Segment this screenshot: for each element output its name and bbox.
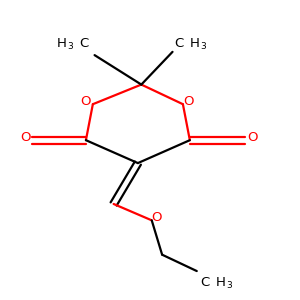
Text: O: O [152,211,162,224]
Text: C: C [200,276,209,289]
Text: C: C [174,37,184,50]
Text: H: H [190,37,200,50]
Text: O: O [183,95,194,108]
Text: O: O [81,95,91,108]
Text: O: O [247,131,257,144]
Text: 3: 3 [200,42,206,51]
Text: 3: 3 [67,42,73,51]
Text: H: H [216,276,226,289]
Text: O: O [20,131,31,144]
Text: C: C [79,37,88,50]
Text: H: H [57,37,67,50]
Text: 3: 3 [226,281,232,290]
